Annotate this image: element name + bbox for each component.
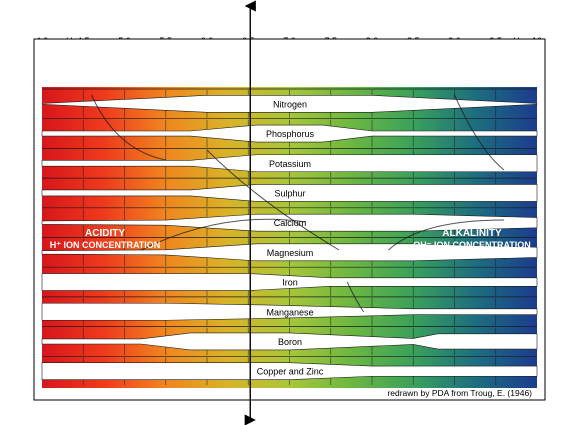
nutrient-row: Iron: [41, 266, 538, 296]
nutrient-row: Sulphur: [41, 177, 538, 207]
nutrient-row: Magnesium: [41, 237, 538, 267]
nutrient-label: Magnesium: [267, 248, 314, 258]
nutrient-availability-band: [41, 154, 538, 173]
trend-curve: [454, 94, 505, 171]
nutrient-availability-band: [41, 124, 538, 143]
nutrient-availability-band: [41, 243, 538, 262]
trend-curve: [388, 219, 505, 251]
alkalinity-subtitle: OH⁻ ION CONCENTRATION: [413, 240, 531, 250]
nutrient-row: Boron: [41, 326, 538, 356]
nutrient-row: Manganese: [41, 296, 538, 326]
nutrient-label: Iron: [282, 278, 298, 288]
acidity-title: ACIDITY: [85, 228, 125, 239]
nutrient-availability-band: [41, 332, 538, 351]
nutrient-label: Sulphur: [274, 188, 305, 198]
trend-curve: [346, 281, 365, 313]
alkalinity-title: ALKALINITY: [442, 228, 502, 239]
nutrient-bars: Nitrogen Phosphorus Potassium Sulphur Calciu…: [41, 88, 538, 385]
trend-curve: [206, 149, 340, 251]
nutrient-label: Manganese: [266, 307, 313, 317]
nutrient-availability-band: [41, 213, 538, 232]
nutrient-row: Potassium: [41, 148, 538, 178]
trend-curve: [140, 218, 307, 251]
nutrient-label: Potassium: [269, 159, 311, 169]
nutrient-availability-band: [41, 302, 538, 321]
nutrient-availability-band: [41, 184, 538, 202]
credit-text: redrawn by PDA from Troug, E. (1946): [387, 388, 532, 398]
nutrient-label: Phosphorus: [266, 129, 315, 139]
nutrient-label: Nitrogen: [273, 99, 307, 109]
nutrient-row: Calcium: [41, 207, 538, 237]
nutrient-label: Calcium: [274, 218, 307, 228]
nutrient-row: Copper and Zinc: [41, 355, 538, 385]
nutrient-label: Boron: [278, 337, 302, 347]
trend-curve: [91, 94, 166, 161]
nutrient-availability-band: [41, 273, 538, 291]
nutrient-label: Copper and Zinc: [257, 367, 324, 377]
nutrient-availability-band: [41, 362, 538, 380]
acidity-subtitle: H⁺ ION CONCENTRATION: [50, 240, 161, 250]
nutrient-row: Phosphorus: [41, 118, 538, 148]
